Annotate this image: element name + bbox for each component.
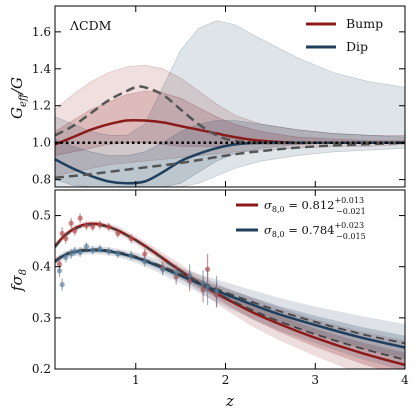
data-point-blue-points (97, 246, 103, 252)
bottom-ytick-label: 0.4 (32, 260, 51, 274)
bottom-xtick-label: 1 (132, 373, 140, 387)
data-point-red-points (97, 222, 103, 228)
data-point-blue-points (56, 268, 63, 274)
top-annotation: ΛCDM (69, 18, 112, 33)
bottom-ylabel: fσ8 (8, 269, 29, 292)
bottom-xlabel: z (225, 392, 234, 410)
data-point-blue-points (200, 280, 206, 286)
bottom-ytick-label: 0.3 (32, 311, 51, 325)
data-point-red-points (77, 215, 83, 221)
top-series-line-2 (55, 85, 405, 145)
bottom-xtick-label: 4 (401, 373, 409, 387)
data-point-blue-points (106, 248, 112, 254)
top-legend: Bump Dip (306, 16, 383, 54)
data-point-red-points (72, 228, 78, 234)
top-series-line-3 (55, 141, 405, 180)
data-point-blue-points (77, 249, 83, 255)
data-point-red-points (59, 230, 65, 237)
top-axes-frame (54, 5, 406, 188)
data-point-red-points (115, 230, 121, 237)
bottom-series-line-3 (55, 248, 405, 345)
legend-label-bump: Bump (346, 16, 383, 31)
top-band-outer-0 (55, 64, 405, 177)
data-point-blue-points (59, 282, 65, 288)
bottom-data-points (56, 213, 220, 308)
data-point-blue-points (160, 266, 166, 272)
data-point-blue-points (115, 251, 121, 257)
data-point-blue-points (83, 243, 90, 249)
bottom-bands (55, 220, 405, 369)
legend-label-sigma-blue: σ8,0 = 0.784+0.023 −0.015 (264, 221, 366, 241)
data-point-red-points (83, 223, 90, 229)
data-point-blue-points (63, 254, 69, 261)
data-point-red-points (68, 220, 74, 226)
data-point-blue-points (72, 248, 78, 254)
bottom-panel: 0.2 0.3 0.4 0.5 1 2 3 4 σ8,0 = 0.812+0.013 −0.02… (8, 189, 409, 410)
data-point-blue-points (213, 288, 220, 294)
bottom-ytick-label: 0.5 (32, 209, 51, 223)
data-point-blue-points (90, 247, 96, 253)
legend-label-dip: Dip (346, 39, 368, 54)
data-point-blue-points (204, 284, 211, 290)
top-ytick-label: 0.8 (32, 173, 51, 187)
top-lines (55, 85, 405, 185)
data-point-blue-points (68, 251, 74, 257)
data-point-red-points (142, 251, 148, 257)
top-ytick-label: 1.0 (32, 136, 51, 150)
bottom-band-1-0 (55, 246, 405, 369)
top-axis-ticks: 0.8 1.0 1.2 1.4 1.6 (32, 6, 406, 187)
top-ylabel: Geff/G (8, 77, 29, 119)
data-point-blue-points (187, 272, 193, 279)
top-ytick-label: 1.4 (32, 62, 51, 76)
data-point-red-points (128, 235, 134, 242)
top-ytick-label: 1.6 (32, 25, 51, 39)
data-point-red-points (56, 261, 63, 267)
data-point-blue-points (128, 252, 134, 259)
top-band-outer-1 (55, 20, 405, 187)
top-panel: 0.8 1.0 1.2 1.4 1.6 ΛCDM Bump Dip Geff/G (8, 5, 406, 188)
bottom-legend: σ8,0 = 0.812+0.013 −0.021 σ8,0 = 0.784+0.… (236, 196, 366, 241)
bottom-xtick-label: 2 (222, 373, 230, 387)
bottom-series-line-0 (55, 222, 405, 367)
bottom-axes-frame (54, 189, 406, 370)
top-ytick-label: 1.2 (32, 99, 51, 113)
bottom-ytick-label: 0.2 (32, 362, 51, 376)
data-point-red-points (106, 224, 112, 230)
bottom-axis-ticks: 0.2 0.3 0.4 0.5 1 2 3 4 (32, 190, 409, 387)
bottom-xtick-label: 3 (311, 373, 319, 387)
bottom-band-1-1 (55, 248, 405, 360)
data-point-blue-points (142, 259, 148, 265)
data-point-blue-points (173, 270, 179, 276)
data-point-red-points (63, 235, 69, 242)
legend-label-sigma-red: σ8,0 = 0.812+0.013 −0.021 (264, 196, 366, 216)
data-point-red-points (90, 224, 96, 230)
